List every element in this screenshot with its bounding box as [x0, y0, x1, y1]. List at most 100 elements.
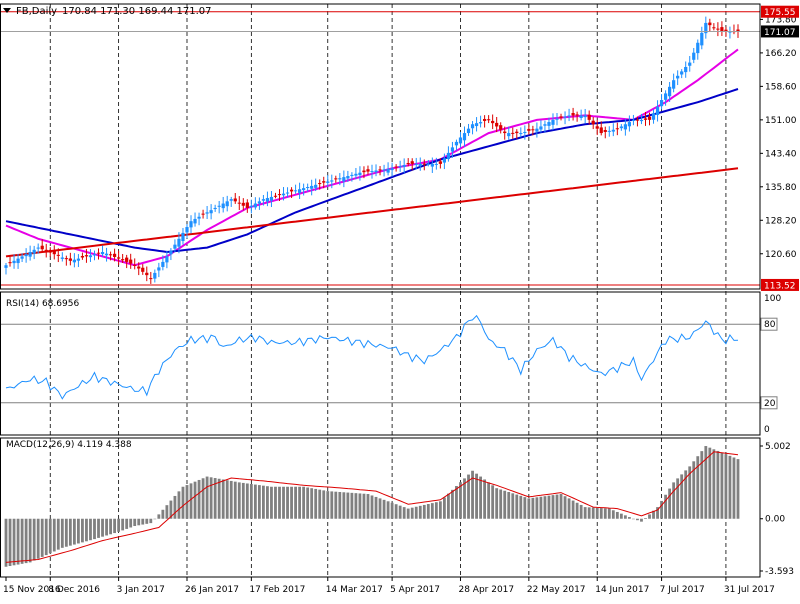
candle-body[interactable]: [539, 126, 543, 130]
candle-body[interactable]: [80, 255, 85, 258]
candle-body[interactable]: [728, 31, 732, 33]
candle-body[interactable]: [458, 137, 463, 144]
candle-body[interactable]: [366, 169, 370, 172]
candle-body[interactable]: [129, 259, 133, 264]
candle-body[interactable]: [390, 168, 394, 171]
candle-body[interactable]: [523, 131, 527, 133]
candle-body[interactable]: [16, 258, 20, 264]
candle-body[interactable]: [117, 257, 121, 259]
candle-body[interactable]: [193, 218, 197, 224]
candle-body[interactable]: [330, 180, 334, 182]
candle-body[interactable]: [603, 130, 607, 132]
candle-body[interactable]: [402, 165, 406, 167]
candle-body[interactable]: [700, 32, 704, 46]
candle-body[interactable]: [382, 169, 386, 171]
macd-panel[interactable]: [4, 446, 740, 567]
candle-body[interactable]: [627, 122, 632, 127]
candle-body[interactable]: [273, 195, 278, 197]
candle-body[interactable]: [478, 122, 483, 124]
candle-body[interactable]: [322, 181, 326, 183]
candle-body[interactable]: [430, 163, 434, 167]
candle-body[interactable]: [551, 119, 555, 125]
candle-body[interactable]: [197, 216, 201, 219]
candle-body[interactable]: [619, 126, 623, 129]
candle-body[interactable]: [559, 116, 563, 118]
candle-body[interactable]: [76, 258, 81, 261]
candle-body[interactable]: [245, 202, 249, 208]
candle-body[interactable]: [24, 254, 28, 257]
candle-body[interactable]: [668, 86, 672, 97]
candle-body[interactable]: [623, 124, 627, 130]
candle-body[interactable]: [346, 176, 350, 179]
candle-body[interactable]: [217, 205, 221, 207]
candle-body[interactable]: [370, 171, 374, 173]
candle-body[interactable]: [712, 27, 716, 29]
candle-body[interactable]: [511, 132, 515, 134]
candle-body[interactable]: [281, 193, 286, 196]
candle-body[interactable]: [579, 115, 583, 118]
candle-body[interactable]: [495, 122, 499, 127]
candle-body[interactable]: [422, 163, 426, 165]
candle-body[interactable]: [611, 129, 615, 132]
candle-body[interactable]: [704, 22, 708, 34]
candle-body[interactable]: [125, 257, 129, 262]
candle-body[interactable]: [736, 29, 740, 32]
candle-body[interactable]: [555, 118, 559, 120]
candle-body[interactable]: [583, 115, 587, 118]
candle-body[interactable]: [108, 254, 113, 256]
candle-body[interactable]: [394, 166, 398, 168]
candle-body[interactable]: [438, 161, 442, 164]
candle-body[interactable]: [209, 210, 213, 214]
candle-body[interactable]: [531, 129, 535, 131]
candle-body[interactable]: [112, 253, 117, 257]
candle-body[interactable]: [684, 66, 688, 73]
candle-body[interactable]: [659, 100, 664, 107]
candle-body[interactable]: [165, 256, 169, 263]
candle-body[interactable]: [519, 133, 523, 135]
candle-body[interactable]: [233, 198, 237, 202]
candle-body[interactable]: [145, 272, 149, 276]
candle-body[interactable]: [100, 251, 105, 255]
candle-body[interactable]: [474, 123, 479, 127]
candle-body[interactable]: [241, 202, 245, 206]
candle-body[interactable]: [342, 177, 346, 182]
candle-body[interactable]: [410, 161, 414, 164]
candle-body[interactable]: [499, 125, 503, 130]
candle-body[interactable]: [96, 252, 101, 254]
candle-body[interactable]: [149, 278, 153, 280]
candle-body[interactable]: [655, 106, 660, 115]
candle-body[interactable]: [60, 257, 64, 259]
candle-body[interactable]: [265, 198, 270, 202]
candle-body[interactable]: [314, 184, 318, 188]
candle-body[interactable]: [454, 141, 459, 146]
rsi-panel[interactable]: [0, 314, 760, 404]
candle-body[interactable]: [547, 122, 551, 126]
candle-body[interactable]: [651, 113, 656, 120]
candle-body[interactable]: [607, 130, 611, 132]
candle-body[interactable]: [350, 174, 354, 176]
candle-body[interactable]: [374, 170, 378, 173]
candle-body[interactable]: [647, 116, 652, 120]
candle-body[interactable]: [571, 112, 575, 116]
candle-body[interactable]: [201, 213, 205, 215]
candle-body[interactable]: [446, 152, 451, 160]
candle-body[interactable]: [462, 133, 467, 141]
candle-body[interactable]: [543, 124, 547, 126]
candle-body[interactable]: [36, 247, 40, 249]
candle-body[interactable]: [595, 126, 599, 129]
candle-body[interactable]: [137, 266, 141, 269]
candle-body[interactable]: [237, 202, 241, 204]
candle-body[interactable]: [362, 170, 366, 173]
candle-body[interactable]: [68, 258, 72, 261]
candle-body[interactable]: [52, 250, 56, 255]
candle-body[interactable]: [587, 114, 591, 120]
candle-body[interactable]: [487, 119, 491, 121]
candle-body[interactable]: [221, 203, 225, 209]
candle-body[interactable]: [450, 147, 455, 152]
candle-body[interactable]: [133, 264, 137, 266]
candle-body[interactable]: [466, 128, 471, 134]
candle-body[interactable]: [173, 244, 177, 249]
candle-body[interactable]: [631, 119, 636, 121]
candle-body[interactable]: [32, 249, 36, 254]
candle-body[interactable]: [354, 173, 358, 176]
